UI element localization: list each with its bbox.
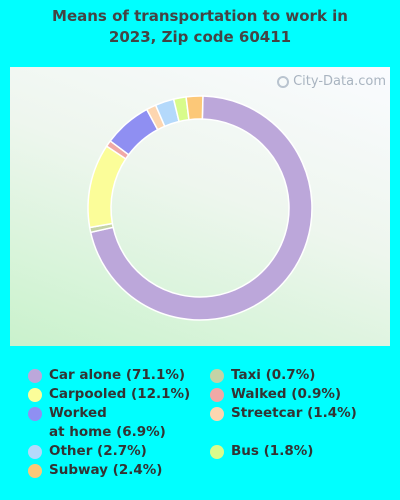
slice-carpooled <box>87 145 127 229</box>
legend-swatch <box>28 464 42 478</box>
slice-subway <box>185 95 204 121</box>
legend-swatch <box>28 445 42 459</box>
legend-item-walked: Walked (0.9%) <box>210 385 341 404</box>
legend-swatch <box>28 369 42 383</box>
legend-item-taxi: Taxi (0.7%) <box>210 366 315 385</box>
legend-swatch <box>28 407 42 421</box>
legend-label: Worked at home (6.9%) <box>49 405 166 440</box>
chart-title-line-1: Means of transportation to work in <box>52 7 348 25</box>
legend-label: Streetcar (1.4%) <box>231 405 357 421</box>
chart-title-line-2: 2023, Zip code 60411 <box>108 28 292 46</box>
slice-car-alone <box>89 95 313 321</box>
legend-label: Carpooled (12.1%) <box>49 386 191 402</box>
legend-item-bus: Bus (1.8%) <box>210 442 313 461</box>
legend-item-carpooled: Carpooled (12.1%) <box>28 385 190 404</box>
legend-label: Walked (0.9%) <box>231 386 342 402</box>
legend-swatch <box>210 369 224 383</box>
legend-label: Taxi (0.7%) <box>231 367 316 383</box>
legend-item-streetcar: Streetcar (1.4%) <box>210 404 357 423</box>
legend: Car alone (71.1%) Carpooled (12.1%) Worked… <box>0 362 400 492</box>
legend-swatch <box>210 388 224 402</box>
legend-label: Other (2.7%) <box>49 443 147 459</box>
search-icon <box>277 75 290 88</box>
legend-label: Car alone (71.1%) <box>49 367 186 383</box>
watermark: City-Data.com <box>277 74 386 89</box>
legend-label: Subway (2.4%) <box>49 462 163 478</box>
watermark-text: City-Data.com <box>293 74 386 89</box>
legend-item-car-alone: Car alone (71.1%) <box>28 366 185 385</box>
legend-swatch <box>210 445 224 459</box>
legend-swatch <box>28 388 42 402</box>
legend-label: Bus (1.8%) <box>231 443 314 459</box>
legend-item-other: Other (2.7%) <box>28 442 147 461</box>
legend-item-worked-at-home: Worked at home (6.9%) <box>28 404 166 442</box>
chart-title: Means of transportation to work in 2023,… <box>0 6 400 48</box>
legend-item-subway: Subway (2.4%) <box>28 461 162 480</box>
legend-swatch <box>210 407 224 421</box>
